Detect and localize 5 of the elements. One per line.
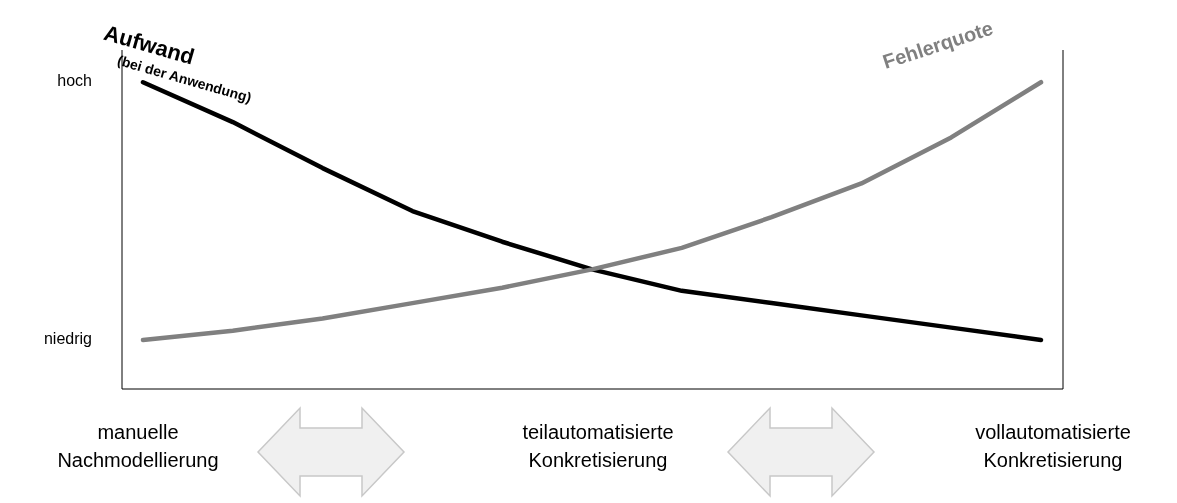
text: manuelle Nachmodellierung	[56, 420, 220, 473]
text: niedrig	[42, 330, 92, 348]
text: vollautomatisierte Konkretisierung	[974, 420, 1132, 473]
text: teilautomatisierte Konkretisierung	[521, 420, 675, 473]
text: hoch	[56, 72, 92, 90]
